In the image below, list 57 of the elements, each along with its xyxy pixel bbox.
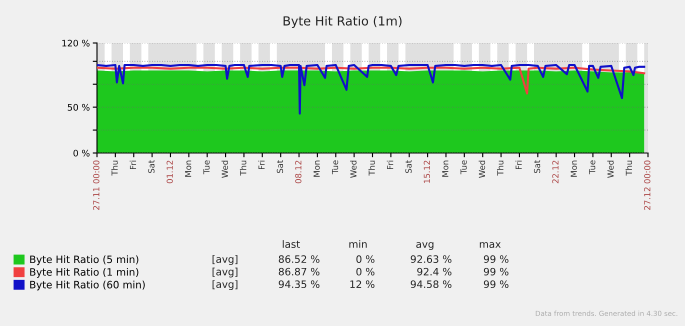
x-tick-label: Fri [515, 160, 522, 170]
text: 99 % [484, 255, 508, 263]
x-tick-label: Tue [203, 160, 210, 174]
x-tick-label: Sat [534, 160, 540, 174]
x-tick-label: Thu [368, 160, 375, 176]
x-tick-label: Wed [350, 160, 357, 178]
text: 99 % [484, 268, 508, 276]
y-tick-label: 50 % [68, 104, 90, 111]
chart-title: Byte Hit Ratio (1m) [284, 16, 402, 28]
x-tick-label: Mon [185, 160, 192, 177]
text: 92.63 % [410, 255, 452, 263]
x-tick-label: Fri [130, 160, 136, 170]
x-tick-label: Wed [607, 160, 614, 178]
text: max [480, 242, 501, 248]
text: last [282, 240, 300, 248]
text: [avg] [212, 280, 238, 290]
text: [avg] [212, 255, 238, 265]
x-tick-label: 08.12 [295, 160, 302, 184]
text: [avg] [212, 268, 238, 278]
x-tick-label: Thu [240, 160, 246, 176]
text: 0 % [356, 255, 374, 263]
x-tick-label: 22.12 [552, 160, 558, 184]
text: 99 % [484, 280, 508, 288]
text: 94.58 % [410, 280, 452, 288]
text: 12 % [350, 280, 374, 288]
x-tick-label: Wed [478, 160, 486, 178]
legend-label: Byte Hit Ratio (5 min) [30, 255, 138, 266]
x-tick-label: Sat [148, 160, 155, 174]
x-tick-label: 27.11 00:00 [93, 160, 100, 210]
x-tick-label: Tue [460, 160, 467, 174]
x-tick-label: Tue [332, 160, 338, 174]
text: 86.52 % [278, 255, 320, 263]
x-tick-label: Fri [386, 160, 394, 170]
text: 94.35 % [278, 280, 320, 288]
text: 86.87 % [278, 268, 320, 276]
x-tick-label: Mon [314, 160, 320, 177]
x-tick-label: Sat [405, 160, 412, 174]
x-tick-label: 01.12 [166, 160, 173, 184]
x-tick-label: Mon [570, 160, 577, 177]
text: 92.4 % [417, 268, 452, 276]
legend-label: Byte Hit Ratio (60 min) [30, 280, 145, 290]
x-tick-label: Thu [111, 160, 118, 176]
x-tick-label: Sat [276, 160, 284, 174]
x-tick-label: Mon [442, 160, 448, 177]
text: avg [416, 242, 434, 250]
text: min [349, 240, 367, 248]
x-tick-label: Fri [258, 160, 265, 170]
legend-label: Byte Hit Ratio (1 min) [30, 268, 138, 278]
y-tick-label: 0 % [73, 150, 90, 157]
x-tick-label: Thu [497, 160, 504, 176]
y-tick-label: 120 % [62, 40, 90, 47]
x-tick-label: 15.12 [424, 160, 430, 183]
x-tick-label: 27.12 00:00 [644, 160, 650, 210]
text: 0 % [356, 268, 374, 276]
x-tick-label: Wed [222, 160, 228, 178]
x-tick-label: Thu [626, 160, 632, 176]
x-tick-label: Tue [589, 160, 596, 174]
